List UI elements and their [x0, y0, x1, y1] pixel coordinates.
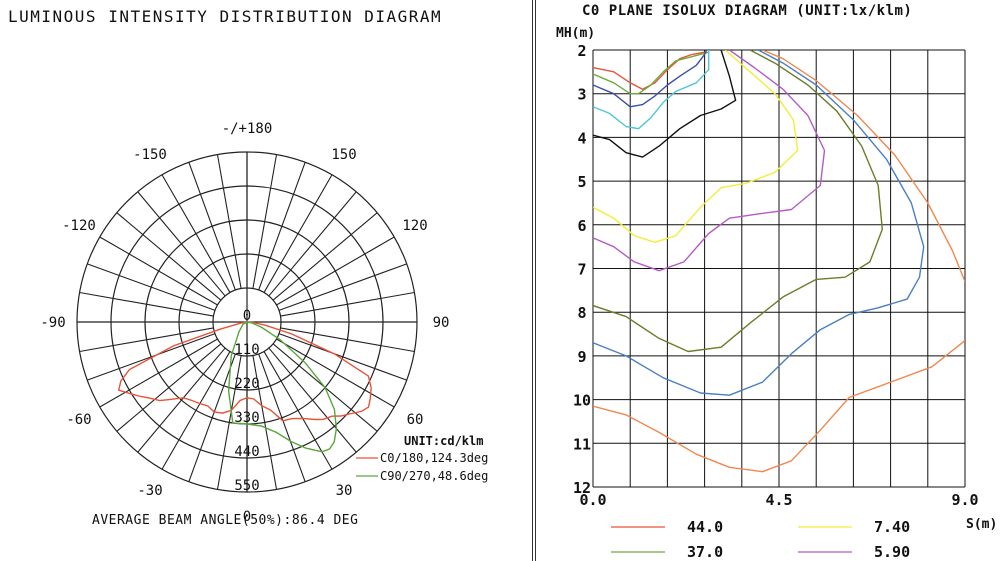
isolux-y-tick: 6 — [577, 217, 586, 235]
isolux-y-axis-label: MH(m) — [556, 26, 595, 41]
polar-radial-label: 440 — [234, 444, 259, 460]
polar-diagram: -/+180 150 120 90 60 30 0 -30 -60 -90 -120 -150 0 110… — [40, 121, 488, 525]
polar-spoke — [137, 347, 226, 453]
isolux-y-tick: 8 — [577, 304, 586, 322]
isolux-y-tick: 11 — [573, 435, 591, 453]
polar-spoke — [263, 174, 333, 293]
polar-spoke — [276, 338, 395, 408]
polar-radial-label: 0 — [243, 308, 251, 324]
panel-divider — [532, 0, 536, 561]
polar-spoke — [87, 333, 216, 381]
polar-angle-label: 60 — [407, 412, 424, 428]
average-beam-angle: AVERAGE BEAM ANGLE(50%):86.4 DEG — [92, 513, 359, 528]
polar-spoke — [79, 291, 214, 317]
polar-angle-label: -150 — [133, 147, 167, 163]
isolux-legend-label: 44.0 — [687, 518, 723, 536]
isolux-chart-title: C0 PLANE ISOLUX DIAGRAM (UNIT:lx/klm) — [582, 3, 913, 19]
polar-angle-label: 0 — [243, 509, 251, 525]
polar-spoke — [268, 347, 357, 453]
isolux-y-tick: 4 — [577, 129, 586, 147]
polar-spoke — [161, 351, 231, 470]
polar-radial-label: 550 — [234, 478, 259, 494]
isolux-y-tick: 9 — [577, 348, 586, 366]
polar-spoke — [258, 162, 306, 291]
polar-spoke — [137, 191, 226, 297]
polar-angle-label: 150 — [331, 147, 356, 163]
isolux-contour — [593, 51, 705, 90]
polar-spoke — [278, 263, 407, 311]
isolux-contour — [593, 50, 737, 158]
isolux-y-tick: 12 — [573, 479, 591, 497]
polar-spoke — [87, 263, 216, 311]
isolux-contour — [593, 51, 709, 95]
polar-angle-label: 120 — [402, 218, 427, 234]
polar-angle-label: -60 — [66, 412, 91, 428]
polar-series-curve — [117, 321, 372, 422]
polar-angle-label: -120 — [62, 218, 96, 234]
polar-spoke — [252, 355, 278, 490]
isolux-contour — [593, 50, 799, 243]
isolux-contour — [593, 50, 925, 396]
polar-spoke — [272, 212, 378, 301]
polar-spoke — [216, 154, 242, 289]
polar-spoke — [116, 212, 222, 301]
polar-spoke — [216, 355, 242, 490]
isolux-contour — [593, 50, 710, 130]
polar-spoke — [280, 291, 415, 317]
polar-unit-label: UNIT:cd/klm — [404, 434, 483, 448]
isolux-y-tick: 7 — [577, 261, 586, 279]
isolux-x-tick: 9.0 — [951, 491, 978, 509]
polar-spoke — [252, 154, 278, 289]
polar-spoke — [188, 162, 236, 291]
polar-spoke — [258, 353, 306, 482]
polar-legend-label: C0/180,124.3deg — [380, 451, 488, 465]
isolux-contour — [593, 50, 883, 353]
polar-angle-label: 90 — [433, 315, 450, 331]
polar-spoke — [268, 191, 357, 297]
isolux-contour — [593, 50, 826, 272]
isolux-y-tick: 10 — [573, 392, 591, 410]
isolux-contour — [762, 50, 965, 282]
polar-series-curve — [227, 321, 338, 453]
polar-spoke — [276, 236, 395, 306]
isolux-y-tick: 3 — [577, 86, 586, 104]
polar-radial-label: 330 — [234, 410, 259, 426]
polar-spoke — [79, 327, 214, 353]
polar-angle-label: 30 — [336, 483, 353, 499]
polar-legend-label: C90/270,48.6deg — [380, 469, 488, 483]
polar-spoke — [280, 327, 415, 353]
polar-angle-label: -/+180 — [222, 121, 273, 137]
isolux-y-tick: 2 — [577, 42, 586, 60]
polar-radial-label: 220 — [234, 376, 259, 392]
isolux-x-tick: 0.0 — [579, 491, 606, 509]
isolux-contour — [593, 50, 708, 108]
polar-spoke — [161, 174, 231, 293]
polar-angle-label: -90 — [40, 315, 65, 331]
polar-angle-label: -30 — [137, 483, 162, 499]
isolux-legend-label: 37.0 — [687, 543, 723, 561]
polar-spoke — [263, 351, 333, 470]
polar-spoke — [99, 338, 218, 408]
isolux-x-tick: 4.5 — [765, 491, 792, 509]
polar-radial-label: 110 — [234, 342, 259, 358]
polar-spoke — [99, 236, 218, 306]
isolux-legend-label: 7.40 — [874, 518, 910, 536]
isolux-y-tick: 5 — [577, 173, 586, 191]
isolux-x-axis-label: S(m) — [966, 517, 997, 532]
polar-spoke — [116, 343, 222, 432]
isolux-legend-label: 5.90 — [874, 543, 910, 561]
isolux-contour — [593, 340, 965, 473]
polar-spoke — [188, 353, 236, 482]
polar-spoke — [278, 333, 407, 381]
polar-chart-title: LUMINOUS INTENSITY DISTRIBUTION DIAGRAM — [8, 7, 443, 26]
